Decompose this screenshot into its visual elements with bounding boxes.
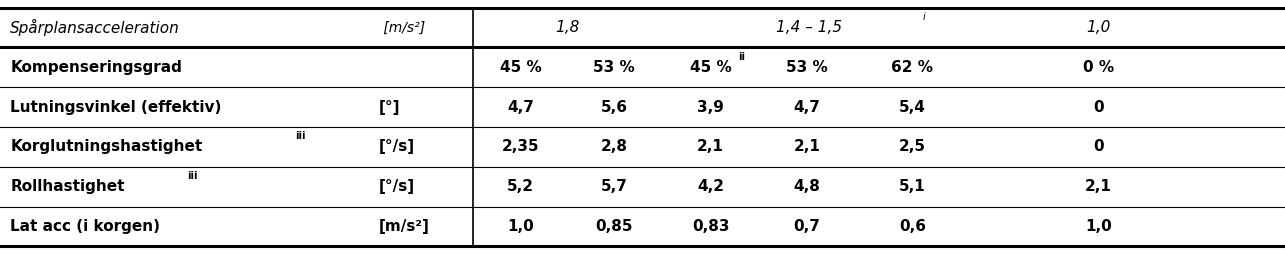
- Text: [°/s]: [°/s]: [379, 139, 415, 154]
- Text: 2,5: 2,5: [898, 139, 926, 154]
- Text: i: i: [923, 12, 925, 22]
- Text: 53 %: 53 %: [594, 60, 635, 75]
- Text: [°]: [°]: [379, 100, 401, 115]
- Text: Spårplansacceleration: Spårplansacceleration: [10, 19, 180, 36]
- Text: 5,1: 5,1: [899, 179, 925, 194]
- Text: iii: iii: [296, 131, 306, 141]
- Text: Lat acc (i korgen): Lat acc (i korgen): [10, 219, 161, 234]
- Text: 4,2: 4,2: [696, 179, 725, 194]
- Text: 45 %: 45 %: [690, 60, 731, 75]
- Text: ii: ii: [739, 52, 745, 61]
- Text: 0 %: 0 %: [1083, 60, 1114, 75]
- Text: 0,6: 0,6: [898, 219, 926, 234]
- Text: 2,1: 2,1: [1086, 179, 1112, 194]
- Text: 0,85: 0,85: [595, 219, 634, 234]
- Text: 5,2: 5,2: [506, 179, 535, 194]
- Text: 62 %: 62 %: [892, 60, 933, 75]
- Text: 0: 0: [1094, 100, 1104, 115]
- Text: Korglutningshastighet: Korglutningshastighet: [10, 139, 203, 154]
- Text: 4,7: 4,7: [794, 100, 820, 115]
- Text: 4,7: 4,7: [508, 100, 533, 115]
- Text: [m/s²]: [m/s²]: [379, 21, 425, 35]
- Text: 1,8: 1,8: [555, 20, 580, 35]
- Text: 0: 0: [1094, 139, 1104, 154]
- Text: Rollhastighet: Rollhastighet: [10, 179, 125, 194]
- Text: 0,7: 0,7: [794, 219, 820, 234]
- Text: Lutningsvinkel (effektiv): Lutningsvinkel (effektiv): [10, 100, 221, 115]
- Text: 3,9: 3,9: [698, 100, 723, 115]
- Text: iii: iii: [188, 171, 198, 181]
- Text: 5,6: 5,6: [600, 100, 628, 115]
- Text: 53 %: 53 %: [786, 60, 828, 75]
- Text: 1,0: 1,0: [508, 219, 533, 234]
- Text: 0,83: 0,83: [691, 219, 730, 234]
- Text: 45 %: 45 %: [500, 60, 541, 75]
- Text: 1,4 – 1,5: 1,4 – 1,5: [776, 20, 843, 35]
- Text: Kompenseringsgrad: Kompenseringsgrad: [10, 60, 182, 75]
- Text: 5,4: 5,4: [899, 100, 925, 115]
- Text: 2,1: 2,1: [698, 139, 723, 154]
- Text: [°/s]: [°/s]: [379, 179, 415, 194]
- Text: 4,8: 4,8: [794, 179, 820, 194]
- Text: 1,0: 1,0: [1086, 219, 1112, 234]
- Text: 2,8: 2,8: [600, 139, 628, 154]
- Text: 5,7: 5,7: [601, 179, 627, 194]
- Text: 2,1: 2,1: [794, 139, 820, 154]
- Text: [m/s²]: [m/s²]: [379, 219, 430, 234]
- Text: 1,0: 1,0: [1087, 20, 1110, 35]
- Text: 2,35: 2,35: [501, 139, 540, 154]
